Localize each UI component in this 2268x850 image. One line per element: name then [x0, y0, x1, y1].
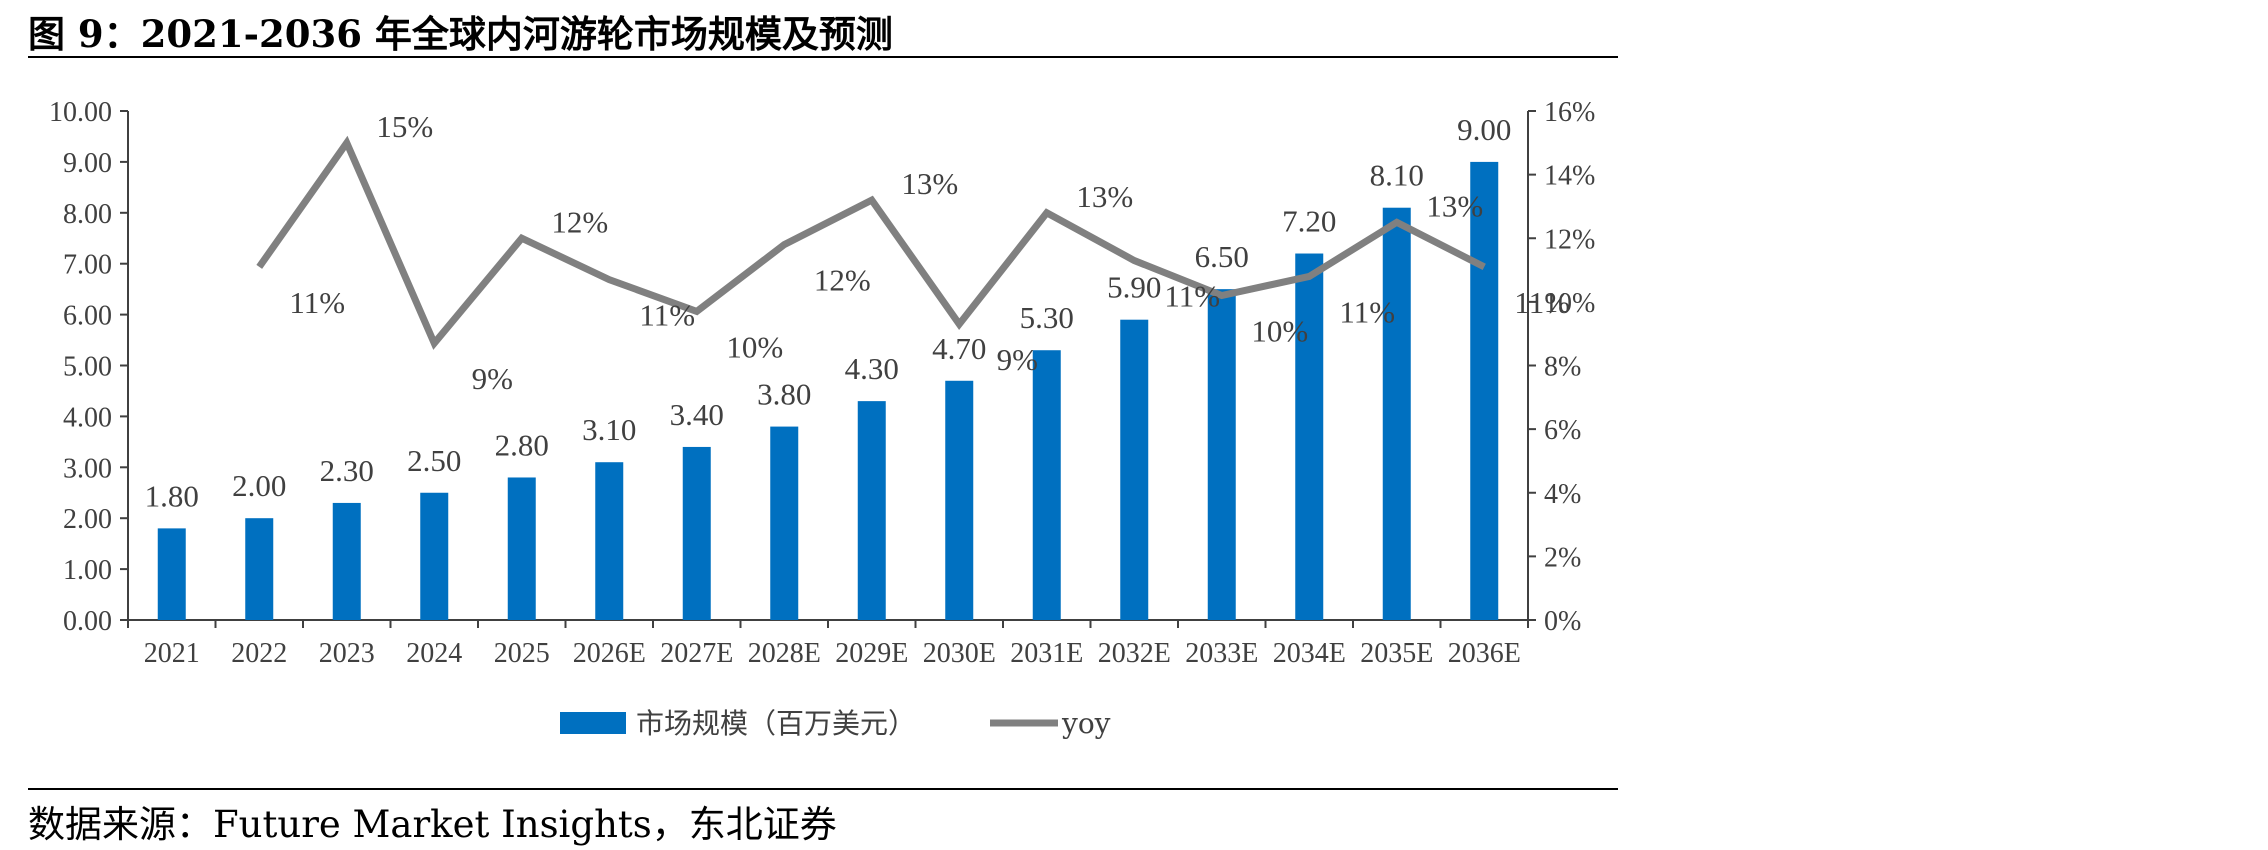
y-left-tick-label: 10.00 [49, 97, 112, 128]
yoy-value-label: 11% [1164, 279, 1220, 314]
bar-value-label: 6.50 [1195, 239, 1249, 274]
yoy-value-label: 15% [376, 109, 433, 144]
yoy-value-label: 11% [639, 298, 695, 333]
bar-value-label: 5.90 [1107, 270, 1161, 305]
x-tick-label: 2022 [231, 638, 287, 669]
yoy-value-label: 9% [997, 342, 1038, 377]
bar-value-label: 2.30 [320, 453, 374, 488]
y-left-tick-label: 3.00 [63, 453, 112, 484]
yoy-value-label: 12% [551, 204, 608, 239]
x-tick-label: 2030E [923, 638, 996, 669]
yoy-value-label: 13% [901, 166, 958, 201]
chart: 0.00 1.00 2.00 3.00 4.00 5.00 6.00 7.00 8.00 9.00… [49, 97, 1595, 740]
x-tick-label: 2023 [319, 638, 375, 669]
bar-value-label: 1.80 [145, 478, 199, 513]
bar [245, 518, 274, 620]
bar [1207, 289, 1236, 620]
yoy-value-label: 10% [1251, 314, 1308, 349]
y-right-tick-label: 0% [1544, 606, 1581, 637]
y-left-tick-label: 7.00 [63, 250, 112, 281]
y-left-tick-label: 2.00 [63, 504, 112, 535]
source-rule [28, 788, 1618, 790]
x-tick-label: 2021 [144, 638, 200, 669]
bar-value-label: 3.80 [757, 377, 811, 412]
y-right-tick-label: 4% [1544, 479, 1581, 510]
yoy-value-label: 11% [1339, 294, 1395, 329]
bar-value-label: 4.70 [932, 331, 986, 366]
bar-value-label: 7.20 [1282, 204, 1336, 239]
bar [857, 401, 886, 620]
x-tick-label: 2027E [660, 638, 733, 669]
figure-title: 图 9：2021-2036 年全球内河游轮市场规模及预测 [28, 12, 893, 56]
x-tick-label: 2033E [1185, 638, 1258, 669]
legend-swatch-bar [560, 712, 626, 734]
yoy-value-label: 13% [1426, 188, 1483, 223]
bar [1295, 253, 1324, 620]
y-right-tick-label: 10% [1544, 288, 1595, 319]
bar-value-label: 2.80 [495, 427, 549, 462]
y-right-tick-label: 16% [1544, 97, 1595, 128]
bar [1470, 161, 1499, 620]
yoy-value-label: 12% [814, 263, 871, 298]
y-right-tick-label: 8% [1544, 352, 1581, 383]
yoy-value-label: 11% [1514, 285, 1570, 320]
bar-value-label: 5.30 [1020, 300, 1074, 335]
bar [1120, 319, 1149, 620]
title-rule [28, 56, 1618, 58]
x-tick-label: 2035E [1360, 638, 1433, 669]
bar [682, 446, 711, 620]
x-tick-label: 2024 [406, 638, 462, 669]
bar [1382, 207, 1411, 620]
source-note: 数据来源：Future Market Insights，东北证券 [28, 803, 837, 846]
x-tick-label: 2036E [1448, 638, 1521, 669]
line-series [256, 135, 1486, 350]
data-labels: 1.80 2.00 2.30 2.50 2.80 3.10 3.40 3.80 4.30 4.70… [145, 109, 1570, 514]
bar-value-label: 3.10 [582, 412, 636, 447]
bar [1032, 350, 1061, 620]
x-tick-label: 2034E [1273, 638, 1346, 669]
y-right-tick-label: 6% [1544, 415, 1581, 446]
bar-value-label: 4.30 [845, 351, 899, 386]
bar-value-label: 2.00 [232, 468, 286, 503]
bar-value-label: 9.00 [1457, 112, 1511, 147]
yoy-value-label: 11% [289, 285, 345, 320]
yoy-value-label: 13% [1076, 179, 1133, 214]
bar [595, 462, 624, 620]
y-left-tick-label: 6.00 [63, 301, 112, 332]
y-left-tick-label: 0.00 [63, 606, 112, 637]
y-left-tick-label: 9.00 [63, 148, 112, 179]
bar-value-label: 8.10 [1370, 158, 1424, 193]
bar [420, 492, 449, 620]
y-left-tick-label: 8.00 [63, 199, 112, 230]
y-left-tick-label: 1.00 [63, 555, 112, 586]
bar [770, 426, 799, 620]
bar [507, 477, 536, 620]
y-right-tick-label: 2% [1544, 542, 1581, 573]
yoy-value-label: 9% [472, 361, 513, 396]
x-tick-label: 2031E [1010, 638, 1083, 669]
y-left-tick-label: 4.00 [63, 402, 112, 433]
bar [945, 380, 974, 620]
x-tick-label: 2029E [835, 638, 908, 669]
yoy-value-label: 10% [726, 329, 783, 364]
bar [157, 528, 186, 620]
axes: 0.00 1.00 2.00 3.00 4.00 5.00 6.00 7.00 8.00 9.00… [49, 97, 1595, 669]
y-right-tick-label: 14% [1544, 161, 1595, 192]
legend-label-bar: 市场规模（百万美元） [636, 707, 916, 740]
bar-series [157, 161, 1499, 620]
bar-value-label: 3.40 [670, 397, 724, 432]
x-tick-label: 2028E [748, 638, 821, 669]
legend-label-line: yoy [1061, 707, 1111, 740]
y-left-tick-label: 5.00 [63, 352, 112, 383]
x-tick-label: 2032E [1098, 638, 1171, 669]
y-right-tick-label: 12% [1544, 224, 1595, 255]
x-tick-label: 2025 [494, 638, 550, 669]
x-tick-label: 2026E [573, 638, 646, 669]
bar [332, 502, 361, 620]
bar-value-label: 2.50 [407, 443, 461, 478]
legend: 市场规模（百万美元） yoy [560, 707, 1111, 740]
